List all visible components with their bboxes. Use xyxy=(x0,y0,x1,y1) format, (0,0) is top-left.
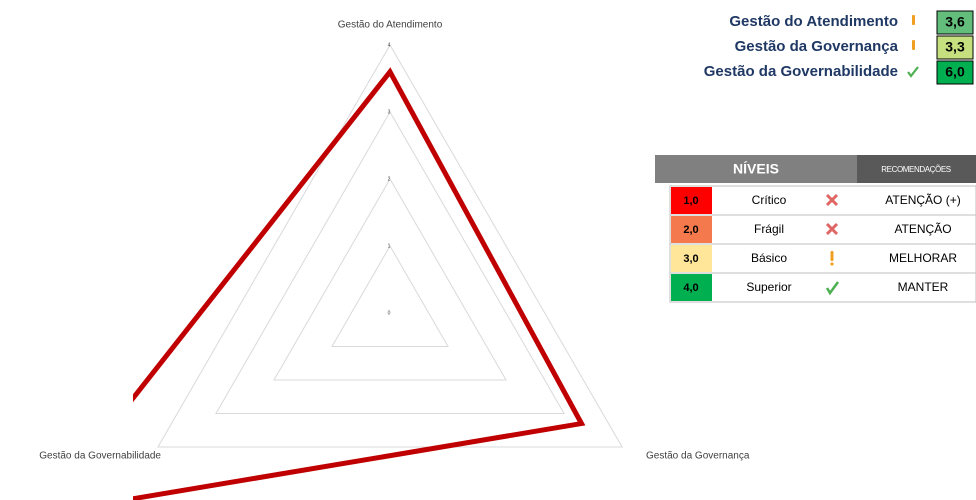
ok-icon xyxy=(907,66,919,78)
score-name: Gestão da Governabilidade xyxy=(704,63,898,80)
r-tick-label: 0 xyxy=(388,310,391,316)
score-box xyxy=(936,10,974,35)
score-name: Gestão do Atendimento xyxy=(729,13,898,30)
level-recommendation: MELHORAR xyxy=(889,251,957,265)
header-text: NÍVEIS xyxy=(733,161,779,177)
r-tick-label: 2 xyxy=(388,176,391,182)
warn-icon xyxy=(830,251,834,261)
level-cell xyxy=(671,216,712,243)
header-cell xyxy=(857,155,976,183)
level-value: 2,0 xyxy=(683,224,698,236)
score-value: 6,0 xyxy=(945,64,965,80)
level-name: Básico xyxy=(751,251,787,265)
score-name: Gestão da Governança xyxy=(735,38,899,55)
level-recommendation: MANTER xyxy=(898,280,949,294)
level-recommendation: ATENÇÃO (+) xyxy=(885,193,960,207)
score-box xyxy=(936,60,974,85)
grid-line xyxy=(331,245,449,347)
level-name: Frágil xyxy=(754,222,784,236)
header-text: RECOMENDAÇÕES xyxy=(881,165,951,174)
plot-area xyxy=(133,67,586,500)
x-icon xyxy=(825,222,839,236)
warn-icon xyxy=(830,262,834,266)
warn-icon xyxy=(912,40,915,50)
radar-grid: 0 1 2 3 4 xyxy=(157,42,623,448)
score-value: 3,3 xyxy=(945,39,965,55)
grid-line xyxy=(157,43,623,448)
level-value: 1,0 xyxy=(683,195,698,207)
x-icon xyxy=(825,193,839,207)
score-value: 3,6 xyxy=(945,14,965,30)
ok-icon xyxy=(825,281,840,296)
score-box xyxy=(936,35,974,60)
scoreboard: Gestão do Atendimento Gestão da Governan… xyxy=(704,10,974,85)
table-rows: 1,0 Crítico ATENÇÃO (+) 2,0 Frágil ATENÇÃO 3,0… xyxy=(670,187,976,303)
warn-icon xyxy=(912,15,915,25)
level-cell xyxy=(671,187,712,214)
grid-line xyxy=(273,177,507,381)
level-name: Superior xyxy=(746,280,791,294)
axis-label: Gestão do Atendimento xyxy=(338,20,443,31)
levels-table: NÍVEIS RECOMENDAÇÕES 1,0 Crítico ATENÇÃO (… xyxy=(655,155,976,303)
level-name: Crítico xyxy=(752,193,787,207)
level-recommendation: ATENÇÃO xyxy=(894,222,951,236)
r-tick-label: 1 xyxy=(388,243,391,249)
header-cell xyxy=(655,155,857,183)
level-value: 4,0 xyxy=(683,282,698,294)
level-cell xyxy=(671,245,712,272)
r-tick-label: 4 xyxy=(388,42,391,48)
level-cell xyxy=(671,274,712,301)
grid-line xyxy=(215,110,565,414)
r-tick-label: 3 xyxy=(388,109,391,115)
axis-label: Gestão da Governança xyxy=(646,451,750,462)
level-value: 3,0 xyxy=(683,253,698,265)
data-line xyxy=(133,67,586,500)
axis-label: Gestão da Governabilidade xyxy=(39,451,161,462)
